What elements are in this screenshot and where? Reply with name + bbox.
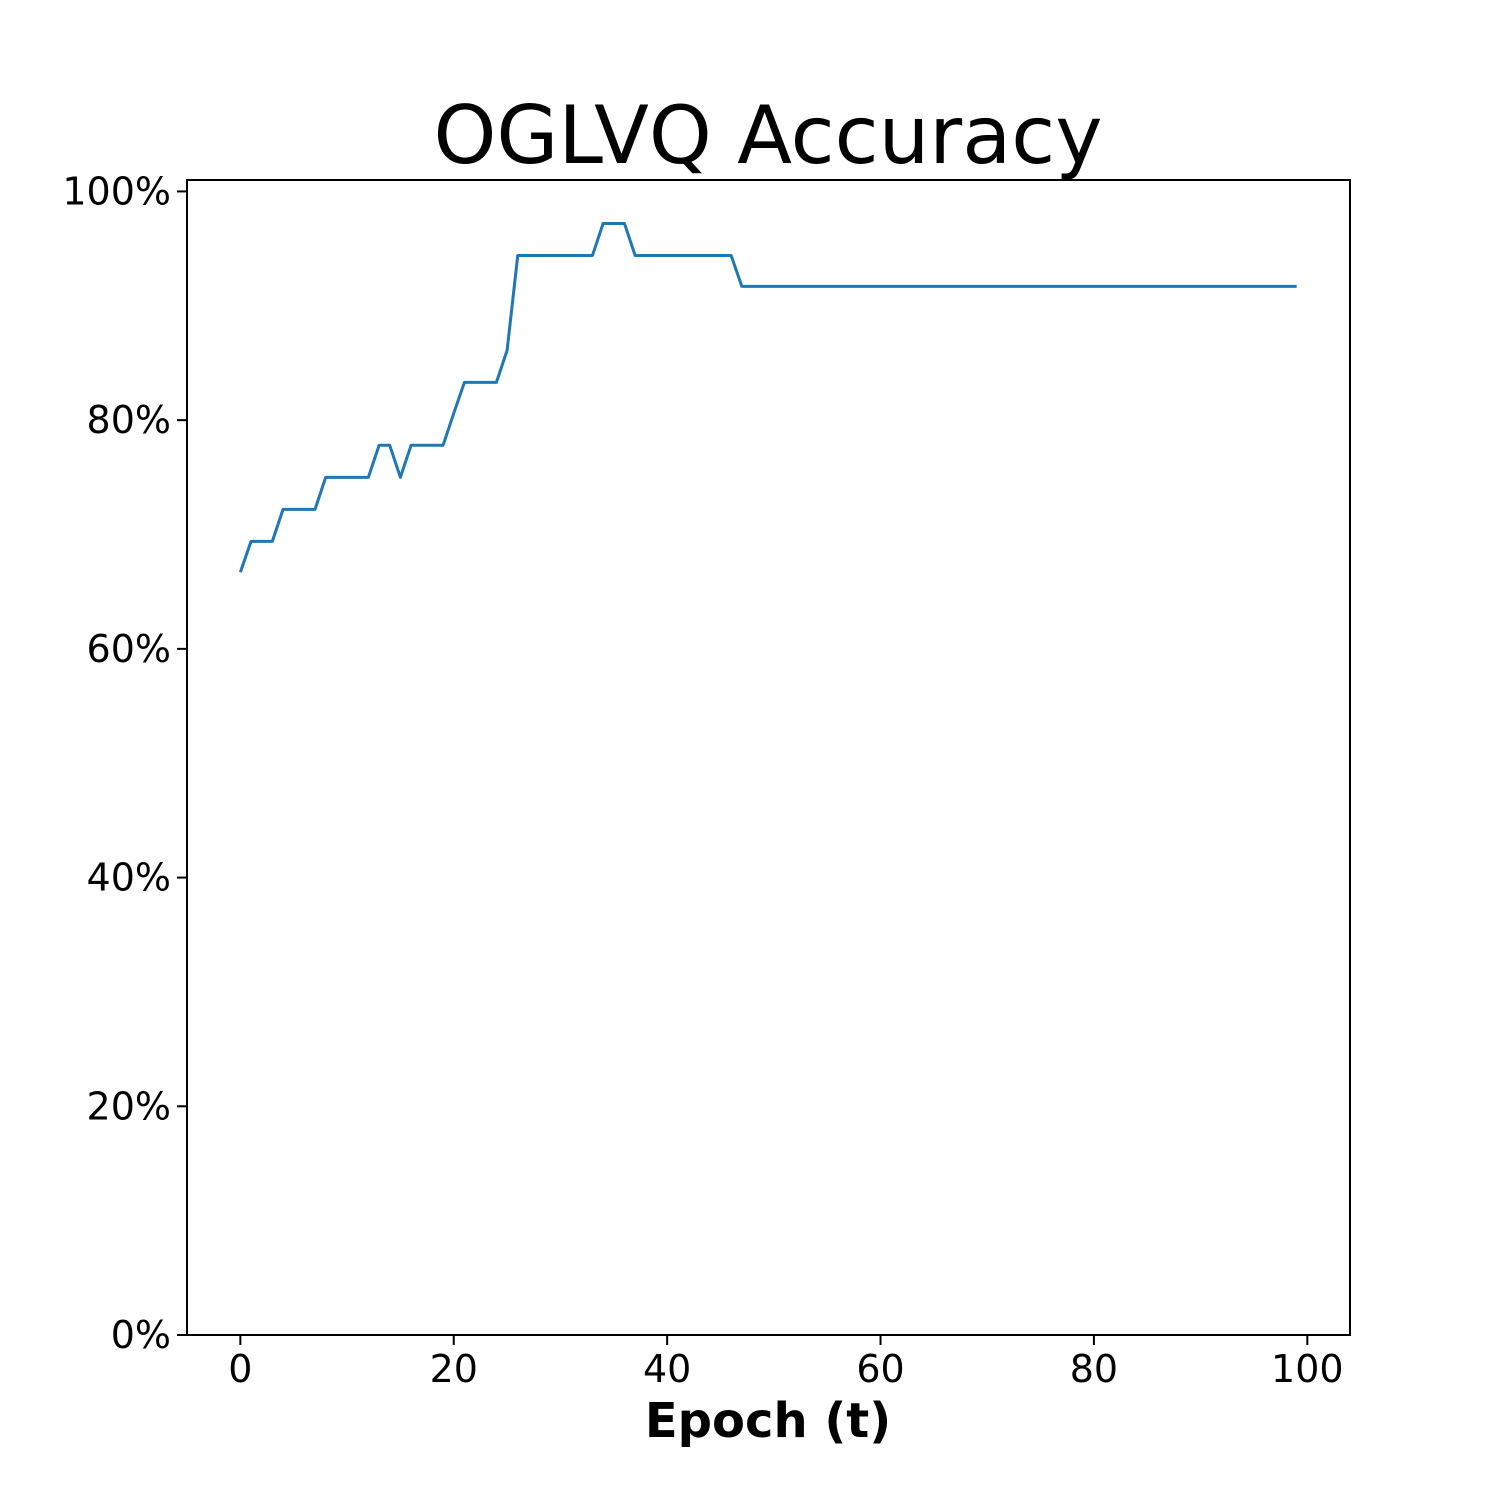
x-tick-label: 40 <box>643 1347 691 1391</box>
plot-series <box>238 221 1297 573</box>
x-axis-label: Epoch (t) <box>645 1393 891 1449</box>
y-tick-label: 60% <box>87 627 171 671</box>
y-tick-label: 100% <box>62 169 171 213</box>
y-tick-label: 20% <box>87 1084 171 1128</box>
x-tick-label: 0 <box>228 1347 252 1391</box>
x-tick-label: 80 <box>1070 1347 1118 1391</box>
x-axis: 0 20 40 60 80 100 <box>228 1335 1344 1391</box>
plot-frame <box>186 179 1351 1336</box>
chart-title: OGLVQ Accuracy <box>433 89 1102 182</box>
x-tick-label: 100 <box>1271 1347 1344 1391</box>
series-line-0 <box>238 221 1297 573</box>
y-tick-label: 80% <box>87 398 171 442</box>
y-tick-label: 40% <box>87 856 171 900</box>
y-tick-label: 0% <box>111 1313 171 1357</box>
y-axis: 0% 20% 40% 60% 80% 100% <box>62 169 187 1357</box>
x-tick-label: 20 <box>430 1347 478 1391</box>
x-tick-label: 60 <box>856 1347 904 1391</box>
